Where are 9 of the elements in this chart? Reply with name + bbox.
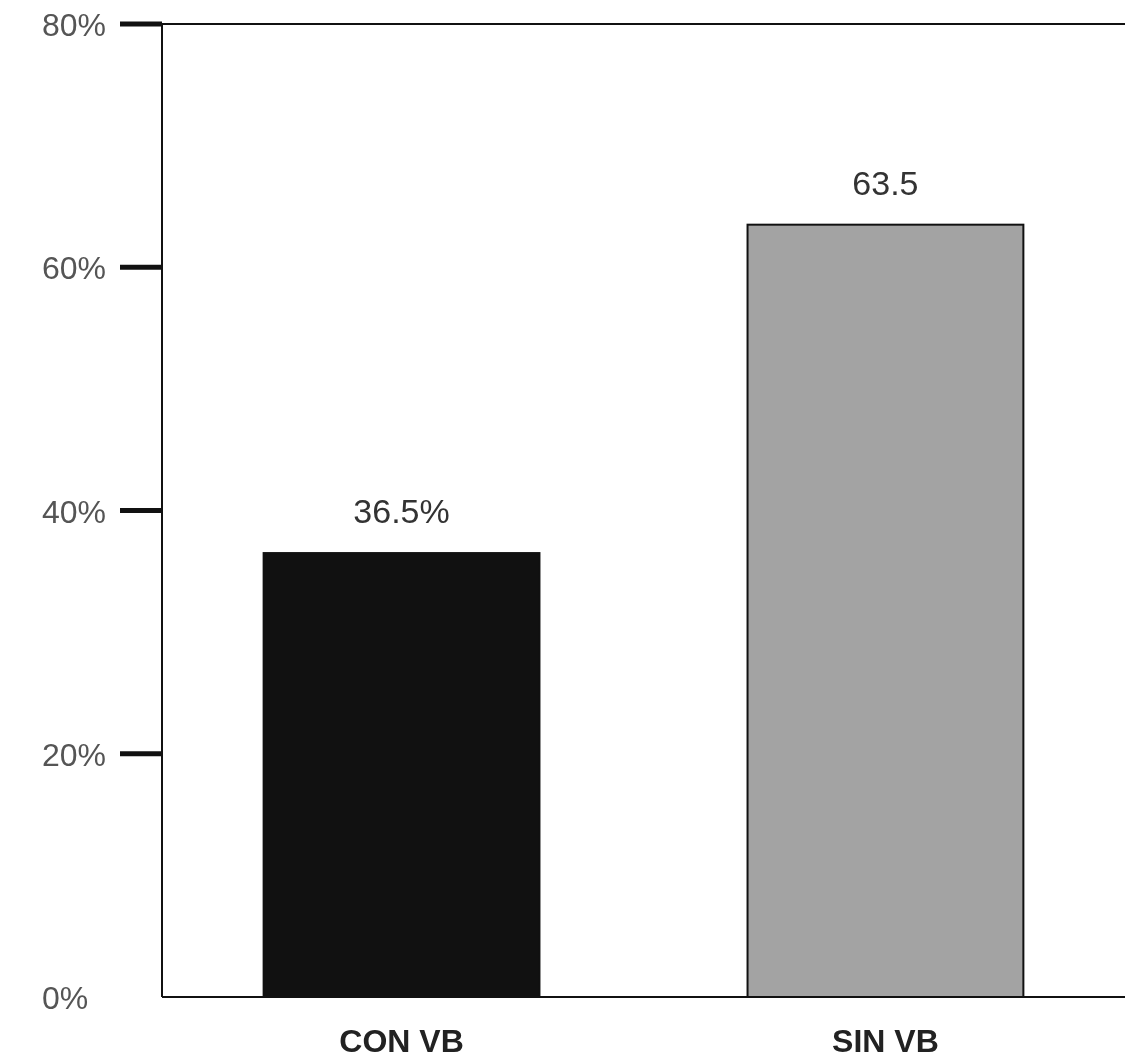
data-label: 36.5%: [353, 492, 450, 531]
data-label: 63.5: [852, 163, 919, 202]
x-tick-label: SIN VB: [832, 1023, 939, 1059]
y-tick-label: 0%: [42, 980, 89, 1016]
x-tick-label: CON VB: [339, 1023, 464, 1059]
y-tick-label: 80%: [42, 7, 107, 43]
y-tick-label: 60%: [42, 250, 107, 287]
y-tick-label: 40%: [42, 493, 107, 530]
y-tick-label: 20%: [42, 736, 107, 773]
